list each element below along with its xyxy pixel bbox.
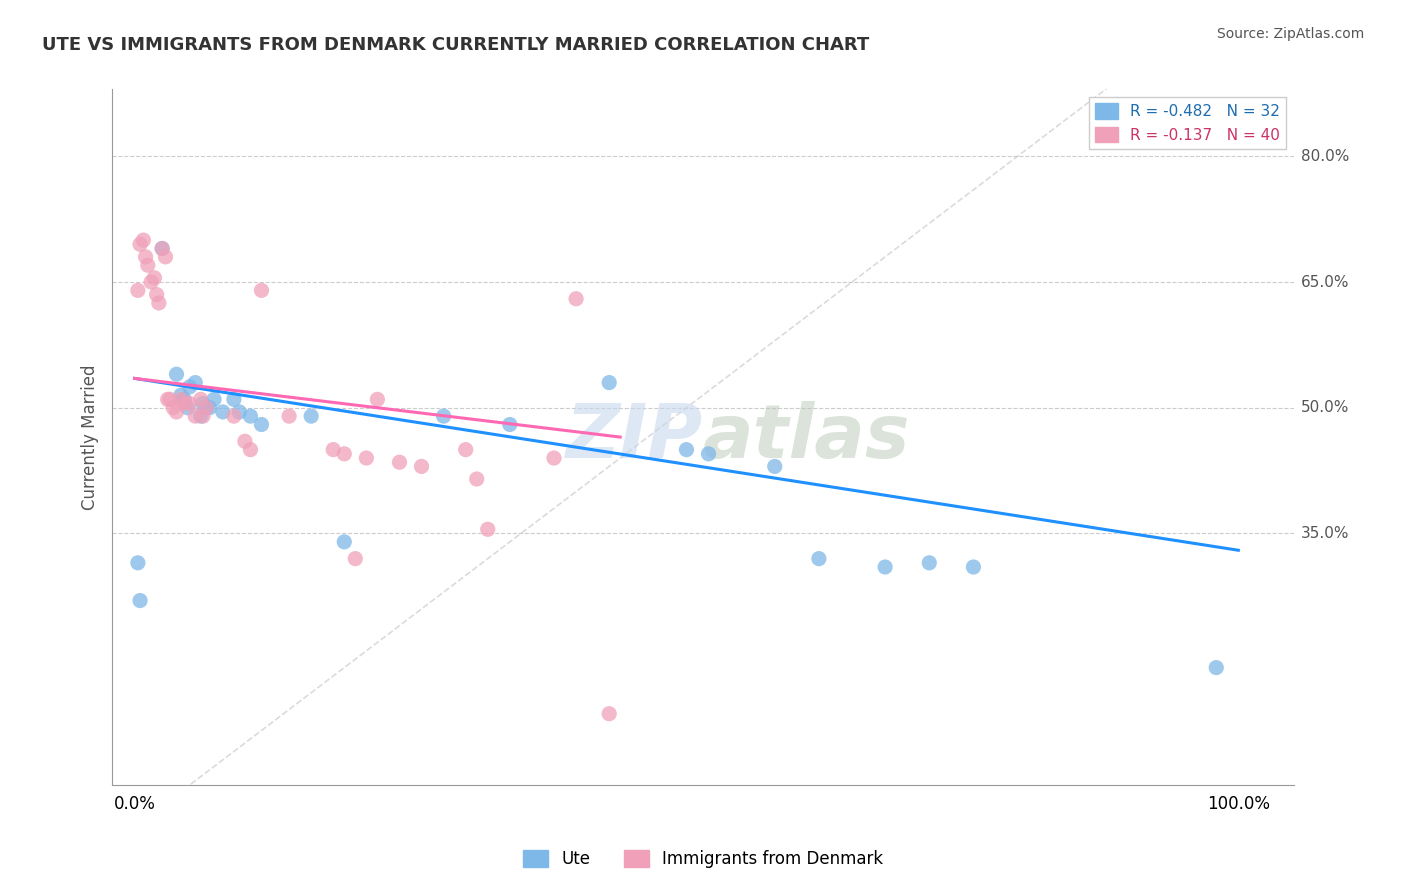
Point: [198, 401, 221, 415]
Legend: Ute, Immigrants from Denmark: Ute, Immigrants from Denmark: [516, 843, 890, 875]
Point: [129, 593, 152, 607]
Text: 80.0%: 80.0%: [1301, 149, 1348, 164]
Point: [190, 409, 212, 424]
Point: [166, 368, 188, 382]
Point: [148, 296, 170, 310]
Point: [132, 233, 155, 247]
Point: [150, 242, 173, 256]
Point: [184, 376, 207, 390]
Point: [173, 392, 195, 407]
Point: [191, 409, 214, 424]
Text: 65.0%: 65.0%: [1301, 275, 1348, 290]
Point: [697, 447, 720, 461]
Point: [322, 442, 344, 457]
Point: [598, 376, 620, 390]
Point: [129, 237, 152, 252]
Point: [159, 392, 181, 407]
Legend: R = -0.482   N = 32, R = -0.137   N = 40: R = -0.482 N = 32, R = -0.137 N = 40: [1088, 97, 1286, 149]
Point: [222, 409, 245, 424]
Point: [962, 560, 984, 574]
Point: [565, 292, 588, 306]
Point: [499, 417, 522, 432]
Point: [166, 405, 188, 419]
Point: [195, 401, 218, 415]
Point: [179, 396, 201, 410]
Point: [250, 417, 273, 432]
Point: [170, 392, 193, 407]
Point: [190, 392, 212, 407]
Point: [173, 396, 195, 410]
Point: [333, 447, 356, 461]
Point: [344, 551, 367, 566]
Text: 35.0%: 35.0%: [1301, 526, 1348, 541]
Point: [465, 472, 488, 486]
Point: [239, 442, 262, 457]
Point: [233, 434, 256, 449]
Point: [333, 534, 356, 549]
Point: [139, 275, 162, 289]
Text: UTE VS IMMIGRANTS FROM DENMARK CURRENTLY MARRIED CORRELATION CHART: UTE VS IMMIGRANTS FROM DENMARK CURRENTLY…: [42, 36, 869, 54]
Point: [156, 392, 179, 407]
Text: 50.0%: 50.0%: [1301, 401, 1348, 416]
Point: [598, 706, 620, 721]
Point: [411, 459, 433, 474]
Point: [127, 556, 149, 570]
Point: [162, 401, 184, 415]
Point: [155, 250, 177, 264]
Point: [543, 450, 565, 465]
Point: [191, 396, 214, 410]
Point: [278, 409, 301, 424]
Point: [356, 450, 378, 465]
Point: [388, 455, 411, 469]
Point: [675, 442, 697, 457]
Y-axis label: Currently Married: Currently Married: [80, 364, 98, 510]
Point: [477, 522, 499, 536]
Point: [184, 409, 207, 424]
Point: [250, 284, 273, 298]
Point: [212, 405, 235, 419]
Text: Source: ZipAtlas.com: Source: ZipAtlas.com: [1216, 27, 1364, 41]
Point: [299, 409, 322, 424]
Point: [875, 560, 897, 574]
Point: [239, 409, 262, 424]
Text: atlas: atlas: [703, 401, 911, 474]
Point: [1205, 660, 1227, 674]
Point: [143, 270, 166, 285]
Point: [202, 392, 225, 407]
Point: [135, 250, 157, 264]
Point: [170, 388, 193, 402]
Point: [228, 405, 250, 419]
Point: [918, 556, 941, 570]
Point: [763, 459, 786, 474]
Text: ZIP: ZIP: [565, 401, 703, 474]
Point: [454, 442, 477, 457]
Point: [150, 242, 173, 256]
Point: [195, 401, 218, 415]
Point: [145, 287, 167, 301]
Point: [136, 258, 159, 272]
Point: [179, 380, 201, 394]
Point: [807, 551, 830, 566]
Point: [222, 392, 245, 407]
Point: [433, 409, 456, 424]
Point: [127, 284, 149, 298]
Point: [366, 392, 388, 407]
Point: [176, 401, 198, 415]
